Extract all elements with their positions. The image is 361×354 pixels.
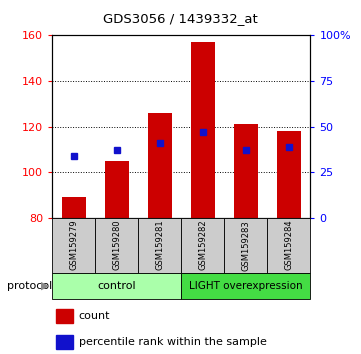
Text: GSM159281: GSM159281: [155, 220, 164, 270]
Text: control: control: [97, 281, 136, 291]
Text: GSM159282: GSM159282: [199, 220, 208, 270]
Text: GSM159280: GSM159280: [112, 220, 121, 270]
Bar: [62, 197, 86, 218]
Text: count: count: [79, 311, 110, 321]
Bar: [138, 218, 181, 273]
Text: LIGHT overexpression: LIGHT overexpression: [189, 281, 303, 291]
Bar: [234, 124, 258, 218]
Bar: [52, 273, 182, 299]
Text: percentile rank within the sample: percentile rank within the sample: [79, 337, 267, 347]
Bar: [182, 273, 310, 299]
Text: GSM159284: GSM159284: [284, 220, 293, 270]
Text: GDS3056 / 1439332_at: GDS3056 / 1439332_at: [103, 12, 258, 25]
Text: GSM159279: GSM159279: [69, 220, 78, 270]
Bar: [191, 42, 215, 218]
Text: GSM159283: GSM159283: [242, 220, 251, 270]
Bar: [56, 335, 73, 349]
Bar: [52, 218, 95, 273]
Bar: [268, 218, 310, 273]
Bar: [181, 218, 225, 273]
Text: ▶: ▶: [41, 281, 49, 291]
Text: protocol: protocol: [7, 281, 52, 291]
Bar: [225, 218, 268, 273]
Bar: [95, 218, 138, 273]
Bar: [148, 113, 172, 218]
Bar: [277, 131, 301, 218]
Bar: [105, 161, 129, 218]
Bar: [56, 309, 73, 323]
